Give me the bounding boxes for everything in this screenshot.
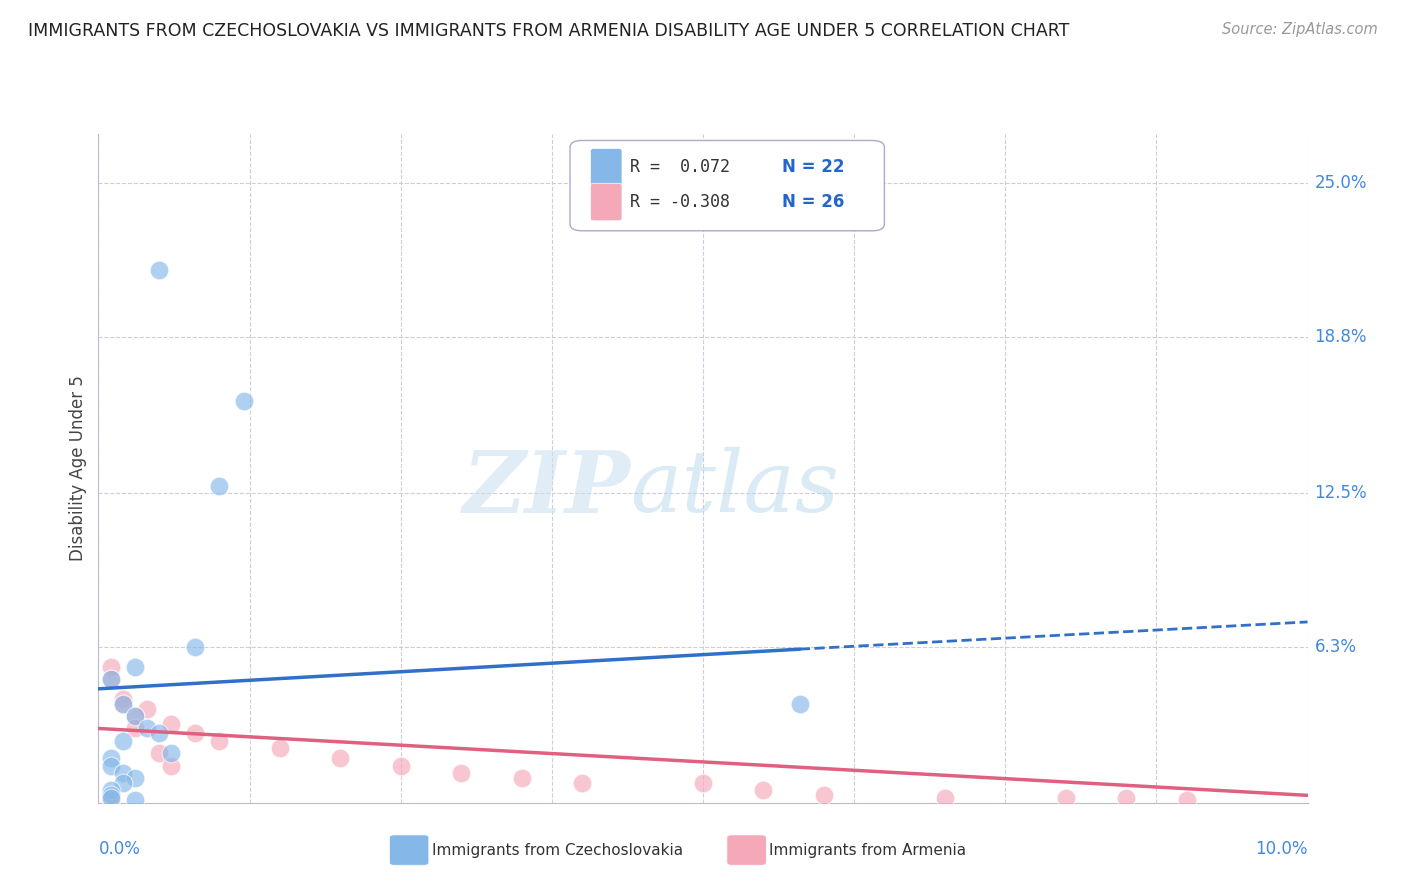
Point	[148, 746, 170, 760]
Text: Source: ZipAtlas.com: Source: ZipAtlas.com	[1222, 22, 1378, 37]
Point	[148, 263, 170, 277]
Text: Immigrants from Armenia: Immigrants from Armenia	[769, 843, 966, 857]
Point	[135, 722, 157, 736]
Point	[135, 701, 157, 715]
Point	[111, 776, 134, 790]
FancyBboxPatch shape	[569, 141, 884, 231]
Point	[160, 758, 183, 772]
Point	[329, 751, 352, 765]
Point	[148, 726, 170, 740]
Text: atlas: atlas	[630, 447, 839, 530]
Point	[1054, 790, 1077, 805]
Text: N = 26: N = 26	[782, 193, 844, 211]
Text: 10.0%: 10.0%	[1256, 839, 1308, 857]
Point	[789, 697, 811, 711]
Text: R = -0.308: R = -0.308	[630, 193, 731, 211]
Point	[111, 691, 134, 706]
Point	[269, 741, 291, 756]
Text: 6.3%: 6.3%	[1315, 638, 1357, 656]
Point	[934, 790, 956, 805]
Point	[1115, 790, 1137, 805]
Point	[813, 789, 835, 803]
Text: R =  0.072: R = 0.072	[630, 158, 731, 177]
FancyBboxPatch shape	[591, 149, 621, 186]
Text: 12.5%: 12.5%	[1315, 484, 1367, 502]
Point	[111, 766, 134, 780]
Point	[208, 478, 231, 492]
Point	[124, 771, 146, 785]
Point	[184, 726, 207, 740]
Text: 25.0%: 25.0%	[1315, 174, 1367, 193]
Point	[100, 783, 122, 797]
Point	[692, 776, 714, 790]
Point	[124, 659, 146, 673]
Point	[124, 722, 146, 736]
Point	[111, 734, 134, 748]
Point	[111, 697, 134, 711]
Point	[100, 751, 122, 765]
Point	[510, 771, 533, 785]
Point	[124, 709, 146, 723]
Text: 0.0%: 0.0%	[98, 839, 141, 857]
Point	[450, 766, 472, 780]
Point	[100, 672, 122, 686]
FancyBboxPatch shape	[591, 184, 621, 221]
Point	[100, 672, 122, 686]
Point	[100, 793, 122, 807]
Point	[111, 697, 134, 711]
Point	[1175, 793, 1198, 807]
Point	[208, 734, 231, 748]
Text: N = 22: N = 22	[782, 158, 844, 177]
Point	[160, 746, 183, 760]
Text: 18.8%: 18.8%	[1315, 328, 1367, 346]
Point	[100, 790, 122, 805]
Point	[232, 394, 254, 409]
Point	[100, 758, 122, 772]
Point	[124, 709, 146, 723]
Y-axis label: Disability Age Under 5: Disability Age Under 5	[69, 376, 87, 561]
Point	[389, 758, 412, 772]
Point	[571, 776, 593, 790]
Point	[184, 640, 207, 654]
Text: IMMIGRANTS FROM CZECHOSLOVAKIA VS IMMIGRANTS FROM ARMENIA DISABILITY AGE UNDER 5: IMMIGRANTS FROM CZECHOSLOVAKIA VS IMMIGR…	[28, 22, 1070, 40]
Point	[124, 793, 146, 807]
Text: ZIP: ZIP	[463, 447, 630, 530]
Point	[160, 716, 183, 731]
Point	[100, 659, 122, 673]
Point	[100, 789, 122, 803]
Text: Immigrants from Czechoslovakia: Immigrants from Czechoslovakia	[432, 843, 683, 857]
Point	[752, 783, 775, 797]
